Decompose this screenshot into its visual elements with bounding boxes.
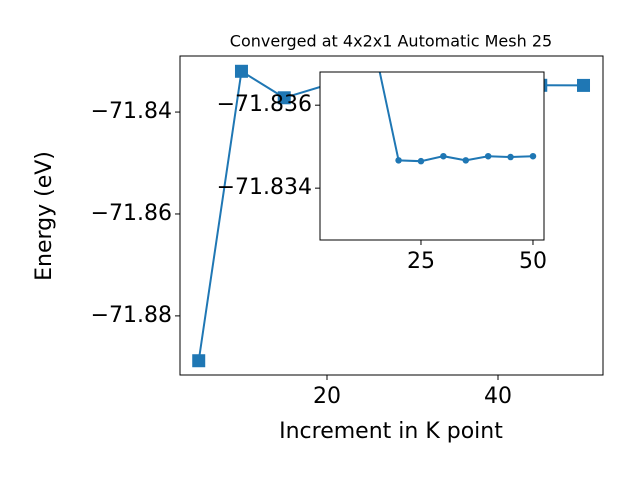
data-point [529, 152, 537, 160]
data-point [462, 157, 470, 164]
data-point [507, 153, 514, 161]
x-tick-label: 20 [313, 384, 341, 409]
x-tick-label: 25 [407, 249, 435, 274]
axes-frame [179, 55, 604, 376]
data-point [440, 152, 447, 160]
data-line [378, 72, 534, 163]
y-tick-label: −71.834 [217, 175, 312, 200]
y-tick-label: −71.86 [91, 201, 172, 226]
y-tick-label: −71.84 [91, 99, 172, 124]
data-point [192, 354, 206, 368]
x-tick-label: 40 [484, 384, 512, 409]
axes-frame [319, 71, 545, 241]
y-tick-label: −71.88 [91, 303, 172, 328]
data-point [577, 78, 591, 92]
x-tick-label: 50 [519, 249, 547, 274]
data-point [395, 157, 402, 164]
chart-title: Converged at 4x2x1 Automatic Mesh 25 [230, 32, 552, 51]
data-point [484, 152, 492, 160]
y-axis-label: Energy (eV) [32, 151, 57, 281]
data-point [417, 157, 425, 165]
data-point [277, 91, 291, 105]
y-tick-label: −71.836 [217, 92, 312, 117]
data-point [234, 64, 248, 78]
plot-clip [378, 72, 537, 165]
x-axis-label: Increment in K point [279, 419, 503, 444]
